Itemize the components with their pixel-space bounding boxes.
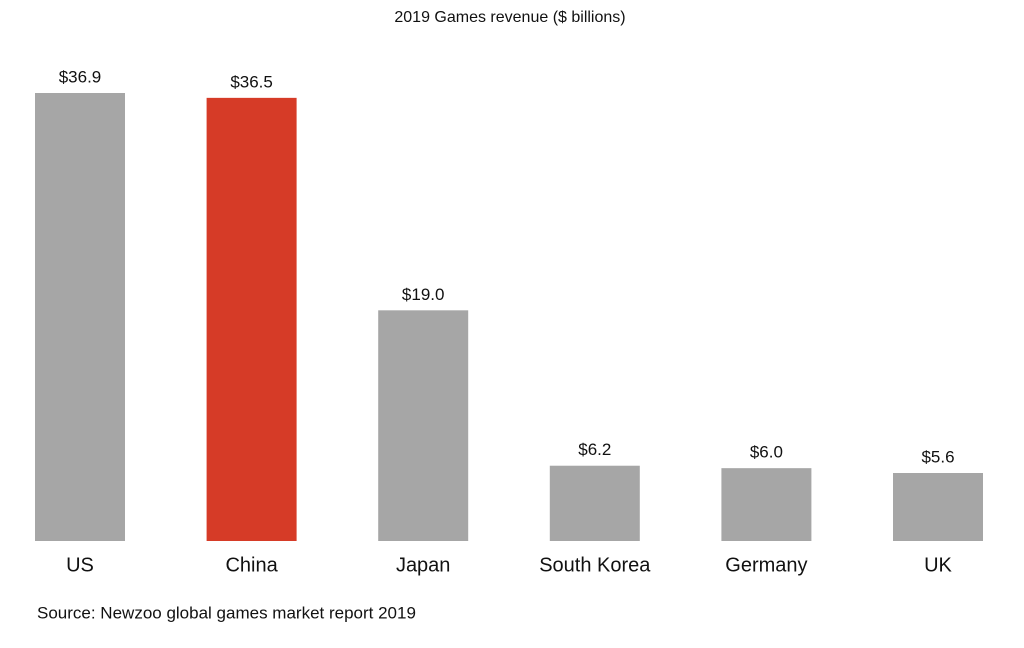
bar: [721, 468, 812, 541]
value-label: $36.5: [230, 72, 273, 91]
chart-title: 2019 Games revenue ($ billions): [394, 9, 625, 26]
x-tick-label: Japan: [396, 554, 451, 576]
bar: [206, 97, 297, 541]
x-tick-label: China: [225, 554, 278, 576]
x-tick-label: South Korea: [539, 554, 651, 576]
value-label: $6.0: [750, 443, 783, 462]
source-note: Source: Newzoo global games market repor…: [37, 603, 416, 622]
bar: [549, 465, 640, 541]
bar: [893, 473, 983, 541]
value-label: $6.2: [578, 440, 611, 459]
value-label: $5.6: [921, 447, 954, 466]
bar: [378, 310, 469, 541]
x-tick-label: UK: [924, 554, 952, 576]
x-tick-label: US: [66, 554, 94, 576]
value-label: $19.0: [402, 285, 445, 304]
bar: [35, 93, 125, 541]
value-label: $36.9: [59, 67, 102, 86]
x-tick-label: Germany: [725, 554, 807, 576]
